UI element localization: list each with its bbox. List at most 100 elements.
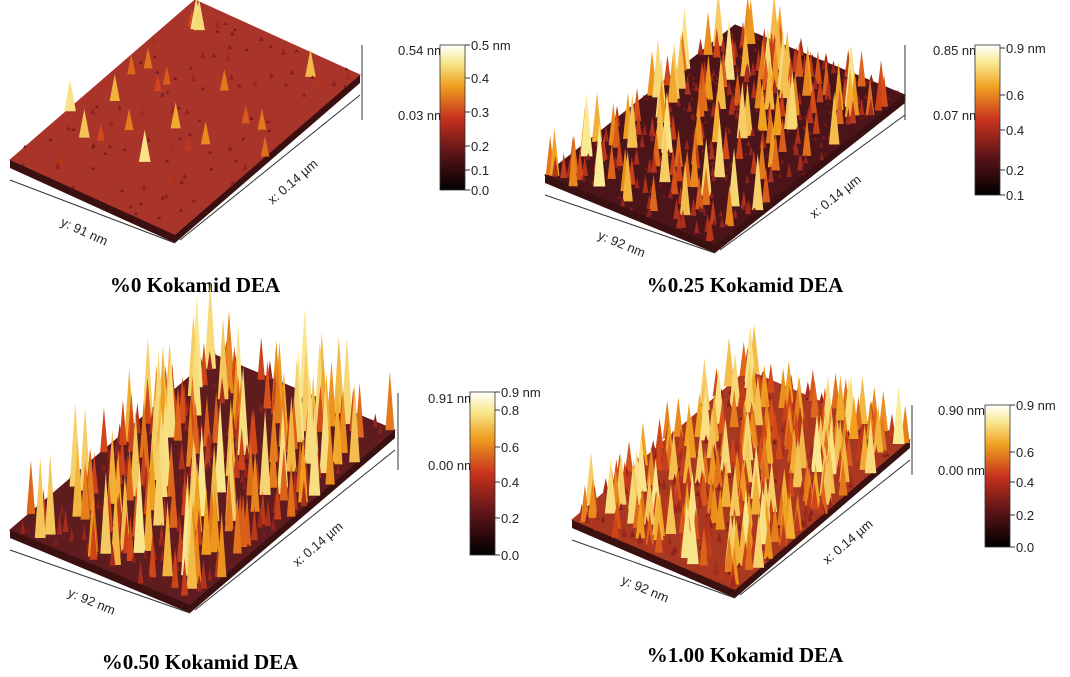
- spike: [146, 137, 152, 142]
- spike: [176, 521, 184, 563]
- spike: [729, 575, 735, 589]
- colorbar-label: 0.6: [1006, 88, 1024, 103]
- spike: [600, 515, 606, 523]
- spike: [308, 406, 321, 496]
- spike: [786, 70, 799, 130]
- spike: [153, 74, 162, 92]
- spike: [740, 25, 751, 77]
- spike: [699, 384, 712, 441]
- spike: [259, 408, 271, 495]
- colorbar-label: 0.0: [501, 548, 519, 563]
- spike: [882, 454, 887, 458]
- spike: [620, 195, 626, 207]
- spike: [803, 153, 809, 164]
- spike: [740, 190, 747, 209]
- spike: [799, 479, 806, 496]
- spike: [748, 145, 754, 156]
- spike: [802, 516, 808, 528]
- spike: [177, 474, 183, 481]
- spike: [200, 559, 207, 589]
- spike: [705, 517, 712, 538]
- spike: [703, 54, 714, 100]
- spike: [60, 510, 66, 516]
- spike: [650, 439, 656, 454]
- spike: [727, 127, 732, 134]
- spike: [776, 465, 784, 487]
- spike: [128, 204, 133, 209]
- spike: [349, 383, 360, 463]
- spike: [812, 76, 819, 90]
- spike: [745, 0, 756, 44]
- colorbar-label: 0.6: [501, 440, 519, 455]
- spike: [801, 406, 809, 430]
- spike: [634, 176, 640, 189]
- spike: [239, 471, 245, 483]
- spike: [865, 77, 875, 116]
- spike: [635, 496, 646, 539]
- spike: [643, 473, 655, 525]
- spike: [378, 423, 384, 434]
- spike: [674, 128, 683, 167]
- colorbar-label: 0.4: [1016, 475, 1034, 490]
- spike: [721, 127, 730, 160]
- spike: [641, 94, 646, 99]
- spike: [200, 120, 211, 145]
- spike: [114, 440, 120, 456]
- spike: [378, 438, 383, 442]
- spike: [669, 114, 677, 140]
- spike: [750, 468, 762, 515]
- spike: [725, 167, 730, 171]
- spike: [642, 123, 648, 135]
- spike: [267, 128, 272, 132]
- spike: [828, 91, 840, 145]
- spike: [56, 512, 63, 535]
- spike: [107, 429, 118, 504]
- spike: [162, 500, 173, 577]
- spike: [345, 70, 352, 80]
- spike: [214, 19, 221, 29]
- spike: [872, 405, 884, 453]
- spike: [165, 159, 170, 163]
- spike: [208, 412, 213, 417]
- spike: [560, 152, 568, 179]
- spike: [250, 450, 260, 512]
- spike: [219, 511, 224, 515]
- spike: [207, 150, 212, 154]
- spike: [673, 468, 682, 501]
- spike: [153, 440, 165, 526]
- spike: [143, 47, 153, 69]
- spike: [786, 162, 792, 177]
- spike: [626, 93, 638, 148]
- spike: [819, 152, 825, 161]
- spike: [552, 155, 559, 177]
- spike: [642, 174, 649, 193]
- spike: [778, 89, 786, 117]
- spike: [705, 218, 713, 242]
- spike: [294, 49, 299, 53]
- spike: [732, 208, 738, 219]
- spike: [232, 27, 237, 31]
- spike: [646, 157, 653, 173]
- spike: [160, 91, 165, 97]
- spike: [710, 165, 716, 177]
- caption: %1.00 Kokamid DEA: [647, 643, 844, 667]
- spike: [305, 49, 316, 77]
- spike: [261, 531, 266, 537]
- spike: [633, 147, 640, 165]
- caption: %0 Kokamid DEA: [110, 273, 281, 297]
- spike: [691, 80, 696, 87]
- spike: [206, 461, 211, 468]
- spike: [770, 504, 780, 542]
- spike: [719, 418, 732, 473]
- spike: [773, 478, 778, 483]
- spike: [713, 27, 721, 58]
- spike: [267, 360, 273, 380]
- spike: [618, 502, 624, 510]
- spike: [137, 560, 144, 584]
- spike: [690, 197, 697, 216]
- spike: [584, 510, 591, 523]
- spike: [591, 91, 603, 142]
- spike: [124, 108, 134, 131]
- spike: [138, 201, 143, 206]
- spike: [783, 360, 794, 404]
